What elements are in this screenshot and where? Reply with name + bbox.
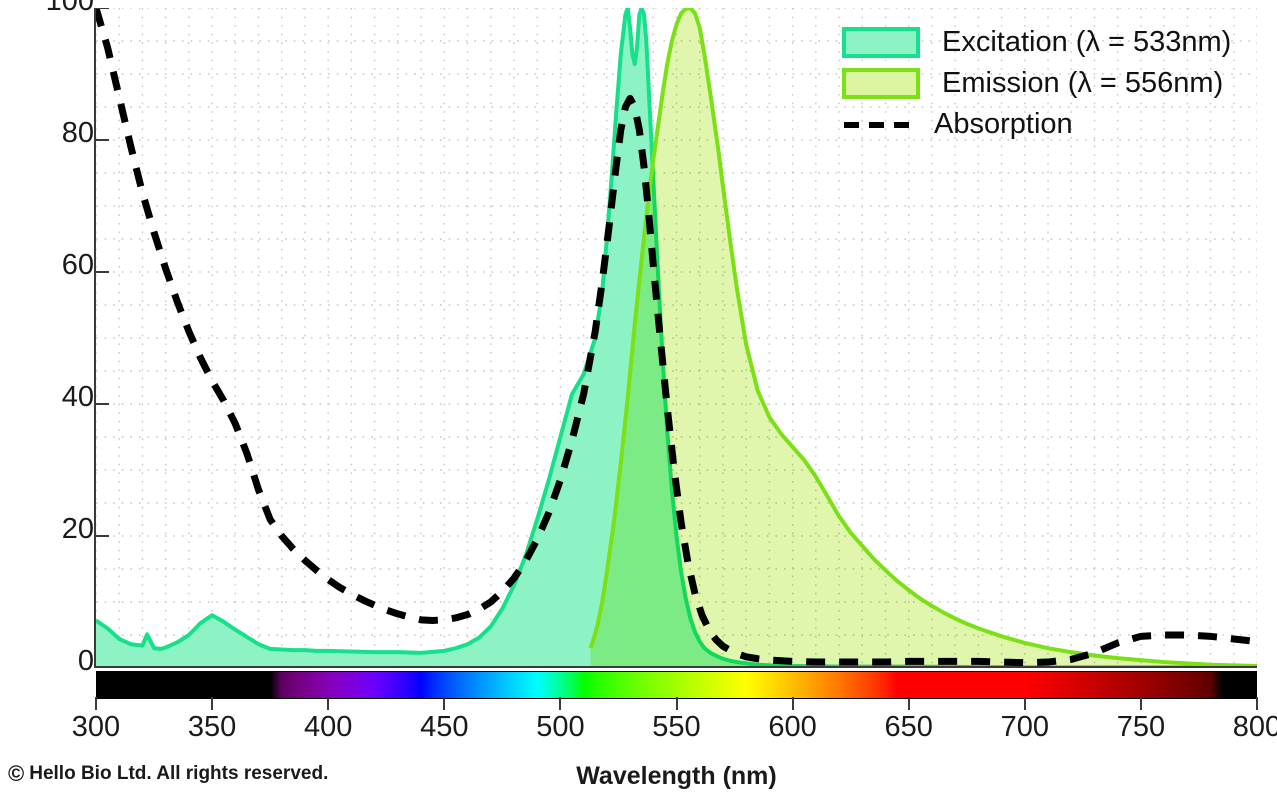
x-axis-title: Wavelength (nm) xyxy=(576,762,777,790)
x-tick-mark-600 xyxy=(791,697,794,710)
x-tick-mark-750 xyxy=(1139,697,1142,710)
x-tick-700: 700 xyxy=(1000,711,1049,743)
legend-item-absorption: Absorption xyxy=(842,104,1262,145)
legend-label-excitation: Excitation (λ = 533nm) xyxy=(942,26,1232,58)
y-tick-40: 40 xyxy=(61,381,94,413)
plot-area xyxy=(96,8,1257,668)
legend-swatch-emission xyxy=(842,68,920,99)
x-tick-550: 550 xyxy=(652,711,701,743)
legend-dash-absorption xyxy=(842,109,920,140)
x-tick-mark-550 xyxy=(675,697,678,710)
legend-swatch-excitation xyxy=(842,27,920,58)
visible-spectrum-bar xyxy=(96,671,1257,699)
x-axis-line xyxy=(94,666,1257,668)
x-axis-tick-labels: 300 350 400 450 500 550 600 650 700 750 800 xyxy=(72,697,1277,757)
x-tick-400: 400 xyxy=(303,711,353,743)
x-tick-350: 350 xyxy=(187,711,237,743)
y-tick-marks xyxy=(96,8,109,668)
absorption-curve xyxy=(96,8,1257,667)
y-axis-tick-labels: 100 80 60 40 20 0 xyxy=(10,0,94,676)
y-axis-line xyxy=(94,8,96,668)
legend-item-emission: Emission (λ = 556nm) xyxy=(842,63,1262,104)
x-tick-mark-800 xyxy=(1256,697,1258,710)
x-tick-450: 450 xyxy=(420,711,469,743)
x-tick-mark-700 xyxy=(1023,697,1026,710)
x-tick-600: 600 xyxy=(768,711,817,743)
x-tick-800: 800 xyxy=(1232,711,1277,743)
x-tick-650: 650 xyxy=(884,711,933,743)
legend-label-emission: Emission (λ = 556nm) xyxy=(942,67,1224,99)
x-tick-750: 750 xyxy=(1116,711,1166,743)
y-tick-20: 20 xyxy=(61,513,94,545)
x-tick-300: 300 xyxy=(71,711,121,743)
copyright-text: Hello Bio Ltd. All rights reserved. xyxy=(29,763,329,784)
x-tick-500: 500 xyxy=(536,711,585,743)
legend-label-absorption: Absorption xyxy=(934,108,1073,140)
copyright-icon: © xyxy=(8,761,25,786)
x-tick-mark-450 xyxy=(443,697,446,710)
legend-item-excitation: Excitation (λ = 533nm) xyxy=(842,22,1262,63)
x-tick-mark-300 xyxy=(95,697,97,710)
x-tick-mark-400 xyxy=(327,697,330,710)
y-tick-80: 80 xyxy=(61,117,94,149)
legend: Excitation (λ = 533nm) Emission (λ = 556… xyxy=(842,22,1262,145)
x-tick-mark-350 xyxy=(211,697,214,710)
y-tick-60: 60 xyxy=(61,249,94,281)
y-tick-0: 0 xyxy=(77,645,94,677)
spectrum-curves xyxy=(96,8,1257,668)
copyright-notice: © Hello Bio Ltd. All rights reserved. xyxy=(8,763,328,785)
x-tick-mark-650 xyxy=(907,697,910,710)
x-tick-mark-500 xyxy=(559,697,562,710)
y-tick-100: 100 xyxy=(45,0,94,17)
